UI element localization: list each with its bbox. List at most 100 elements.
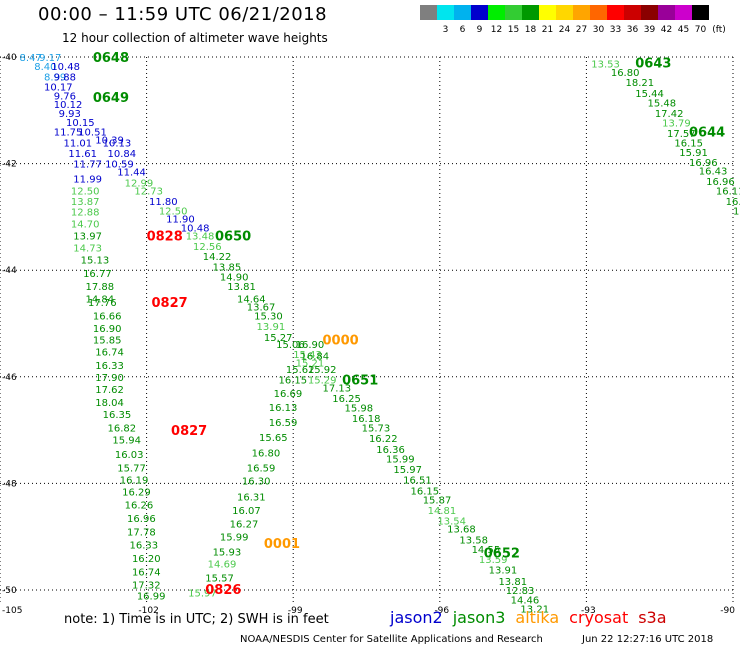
jason3-swh-value: 13.54 xyxy=(437,517,466,528)
jason3-swh-value: 15.99 xyxy=(220,533,249,544)
jason3-swh-value: 16.18 xyxy=(352,414,381,425)
jason2-swh-value: 11.01 xyxy=(64,138,93,149)
jason3-swh-value: 16.96 xyxy=(689,158,718,169)
jason3-time-label: 0649 xyxy=(93,91,129,106)
jason3-swh-value: 18.04 xyxy=(95,398,124,409)
colorbar-label: 33 xyxy=(609,25,622,35)
jason3-time-label: 0643 xyxy=(635,56,671,71)
legend-item: s3a xyxy=(638,608,667,627)
colorbar-swatch xyxy=(624,5,641,20)
colorbar-unit: (ft) xyxy=(712,25,726,35)
colorbar-label: 3 xyxy=(442,25,449,35)
jason3-swh-value: 14.64 xyxy=(237,294,266,305)
jason3-swh-value: 15.97 xyxy=(393,465,422,476)
jason3-swh-value: 16.15 xyxy=(410,486,439,497)
colorbar-label: 30 xyxy=(592,25,605,35)
jason3-swh-value: 16.07 xyxy=(232,506,261,517)
jason3-swh-value: 16.29 xyxy=(726,197,740,208)
jason3-swh-value: 15.94 xyxy=(112,436,141,447)
jason3-swh-value: 15.90 xyxy=(733,207,740,218)
jason3-swh-value: 13.48 xyxy=(186,232,215,243)
jason3-swh-value: 16.99 xyxy=(137,591,166,602)
jason3-time-label: 0652 xyxy=(484,547,520,562)
jason3-swh-value: 16.15 xyxy=(279,375,308,386)
jason3-time-label: 0644 xyxy=(689,126,725,141)
jason3-swh-value: 16.80 xyxy=(252,448,281,459)
jason3-swh-value: 15.48 xyxy=(647,98,676,109)
jason3-swh-value: 16.59 xyxy=(269,418,298,429)
colorbar-swatch xyxy=(556,5,573,20)
longitude-tick-label: -90 xyxy=(720,606,735,616)
jason2-swh-value: 10.13 xyxy=(103,138,132,149)
jason3-swh-value: 16.51 xyxy=(403,476,432,487)
colorbar-label: 9 xyxy=(476,25,483,35)
colorbar-swatch xyxy=(573,5,590,20)
colorbar-swatch xyxy=(488,5,505,20)
jason3-swh-value: 16.90 xyxy=(296,340,325,351)
jason3-swh-value: 13.53 xyxy=(591,59,620,70)
colorbar-swatch xyxy=(590,5,607,20)
colorbar-swatch xyxy=(454,5,471,20)
jason3-swh-value: 13.58 xyxy=(459,535,488,546)
jason3-swh-value: 15.43 xyxy=(293,350,322,361)
jason3-swh-value: 17.76 xyxy=(88,298,117,309)
cryosat-time-label: 0826 xyxy=(205,583,241,598)
jason2-swh-value: 10.51 xyxy=(78,128,107,139)
colorbar-swatch xyxy=(675,5,692,20)
map-title: 00:00 – 11:59 UTC 06/21/2018 xyxy=(38,4,328,25)
jason2-swh-value: 10.17 xyxy=(44,82,73,93)
jason3-swh-value: 15.97 xyxy=(188,589,217,600)
jason3-swh-value: 16.29 xyxy=(122,487,151,498)
legend-item: jason2 xyxy=(390,608,443,627)
altika-time-label: 0000 xyxy=(323,333,359,348)
satellite-legend: jason2 jason3 altika cryosat s3a xyxy=(390,608,677,627)
jason2-swh-value: 9.76 xyxy=(54,91,76,102)
colorbar-swatch xyxy=(471,5,488,20)
jason3-swh-value: 16.30 xyxy=(242,477,271,488)
jason3-swh-value: 15.65 xyxy=(259,433,288,444)
jason3-swh-value: 16.20 xyxy=(132,554,161,565)
jason3-swh-value: 13.87 xyxy=(71,197,100,208)
jason3-swh-value: 14.81 xyxy=(428,506,457,517)
jason3-swh-value: 18.21 xyxy=(625,78,654,89)
jason3-swh-value: 17.62 xyxy=(95,385,124,396)
colorbar-label: 27 xyxy=(575,25,588,35)
jason2-swh-value: 9.88 xyxy=(54,73,76,84)
jason3-swh-value: 15.98 xyxy=(345,404,374,415)
jason3-swh-value: 16.33 xyxy=(129,541,158,552)
jason3-swh-value: 17.78 xyxy=(127,527,156,538)
jason3-swh-value: 15.93 xyxy=(213,548,242,559)
jason3-swh-value: 15.57 xyxy=(205,574,234,585)
jason3-swh-value: 15.13 xyxy=(81,256,110,267)
colorbar-swatch xyxy=(522,5,539,20)
jason2-swh-value: 10.15 xyxy=(66,118,95,129)
latitude-tick-label: -44 xyxy=(2,266,17,276)
jason3-swh-value: 16.80 xyxy=(611,68,640,79)
jason3-swh-value: 15.85 xyxy=(93,335,122,346)
longitude-tick-label: -93 xyxy=(581,606,596,616)
jason3-swh-value: 17.42 xyxy=(655,109,684,120)
jason3-swh-value: 14.70 xyxy=(71,219,100,230)
jason3-swh-value: 15.62 xyxy=(286,365,315,376)
jason3-swh-value: 16.31 xyxy=(237,493,266,504)
jason3-swh-value: 16.25 xyxy=(332,394,361,405)
colorbar-label: 70 xyxy=(694,25,707,35)
cryosat-time-label: 0827 xyxy=(171,424,207,439)
jason3-swh-value: 13.91 xyxy=(257,322,286,333)
jason2-swh-value: 11.44 xyxy=(117,168,146,179)
jason3-swh-value: 16.26 xyxy=(125,501,154,512)
jason3-swh-value: 13.67 xyxy=(247,302,276,313)
jason3-swh-value: 16.66 xyxy=(93,312,122,323)
colorbar-swatch xyxy=(420,5,437,20)
jason3-swh-value: 13.68 xyxy=(447,525,476,536)
jason3-swh-value: 16.27 xyxy=(230,519,259,530)
jason3-swh-value: 16.13 xyxy=(269,403,298,414)
legend-item: jason3 xyxy=(452,608,506,627)
jason2-swh-value: 10.39 xyxy=(95,136,124,147)
colorbar-label: 42 xyxy=(660,25,673,35)
jason3-swh-value: 14.73 xyxy=(73,243,102,254)
jason2-swh-value: 11.77 xyxy=(73,160,102,171)
colorbar-label: 18 xyxy=(524,25,537,35)
jason3-swh-value: 17.57 xyxy=(667,129,696,140)
